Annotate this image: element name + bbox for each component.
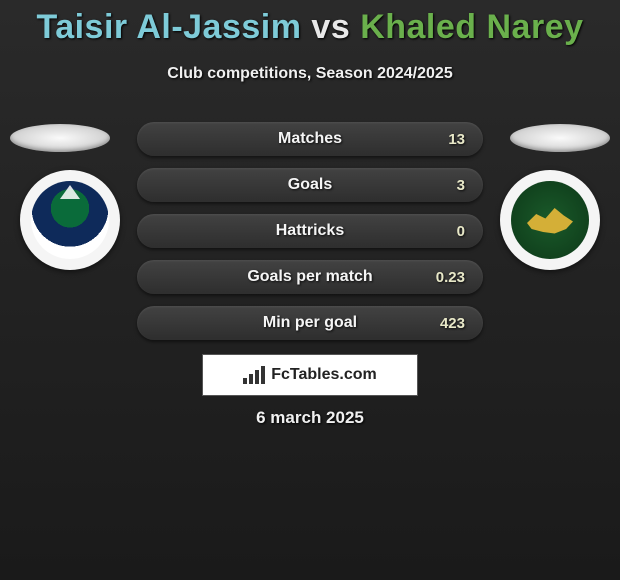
player1-badge <box>10 124 110 152</box>
brand-attribution: FcTables.com <box>202 354 418 396</box>
stat-value: 0 <box>457 223 465 240</box>
club1-crest-icon <box>31 181 109 259</box>
stat-label: Goals per match <box>247 268 372 286</box>
stat-row-min-per-goal: Min per goal 423 <box>137 306 483 340</box>
player1-name: Taisir Al-Jassim <box>36 8 301 46</box>
stat-label: Hattricks <box>276 222 344 240</box>
vs-separator: vs <box>311 8 350 46</box>
stat-row-goals: Goals 3 <box>137 168 483 202</box>
club1-logo <box>20 170 120 270</box>
player2-name: Khaled Narey <box>360 8 583 46</box>
brand-text: FcTables.com <box>271 366 377 384</box>
stat-value: 13 <box>448 131 465 148</box>
stat-label: Min per goal <box>263 314 357 332</box>
stat-label: Goals <box>288 176 332 194</box>
date-label: 6 march 2025 <box>256 408 364 428</box>
stat-label: Matches <box>278 130 342 148</box>
bar-chart-icon <box>243 366 265 384</box>
club2-crest-icon <box>511 181 589 259</box>
stats-list: Matches 13 Goals 3 Hattricks 0 Goals per… <box>137 122 483 352</box>
comparison-title: Taisir Al-Jassim vs Khaled Narey <box>0 0 620 47</box>
stat-row-goals-per-match: Goals per match 0.23 <box>137 260 483 294</box>
stat-value: 3 <box>457 177 465 194</box>
stat-value: 423 <box>440 315 465 332</box>
player2-badge <box>510 124 610 152</box>
stat-row-hattricks: Hattricks 0 <box>137 214 483 248</box>
subtitle: Club competitions, Season 2024/2025 <box>0 65 620 83</box>
stat-row-matches: Matches 13 <box>137 122 483 156</box>
club2-logo <box>500 170 600 270</box>
stat-value: 0.23 <box>436 269 465 286</box>
